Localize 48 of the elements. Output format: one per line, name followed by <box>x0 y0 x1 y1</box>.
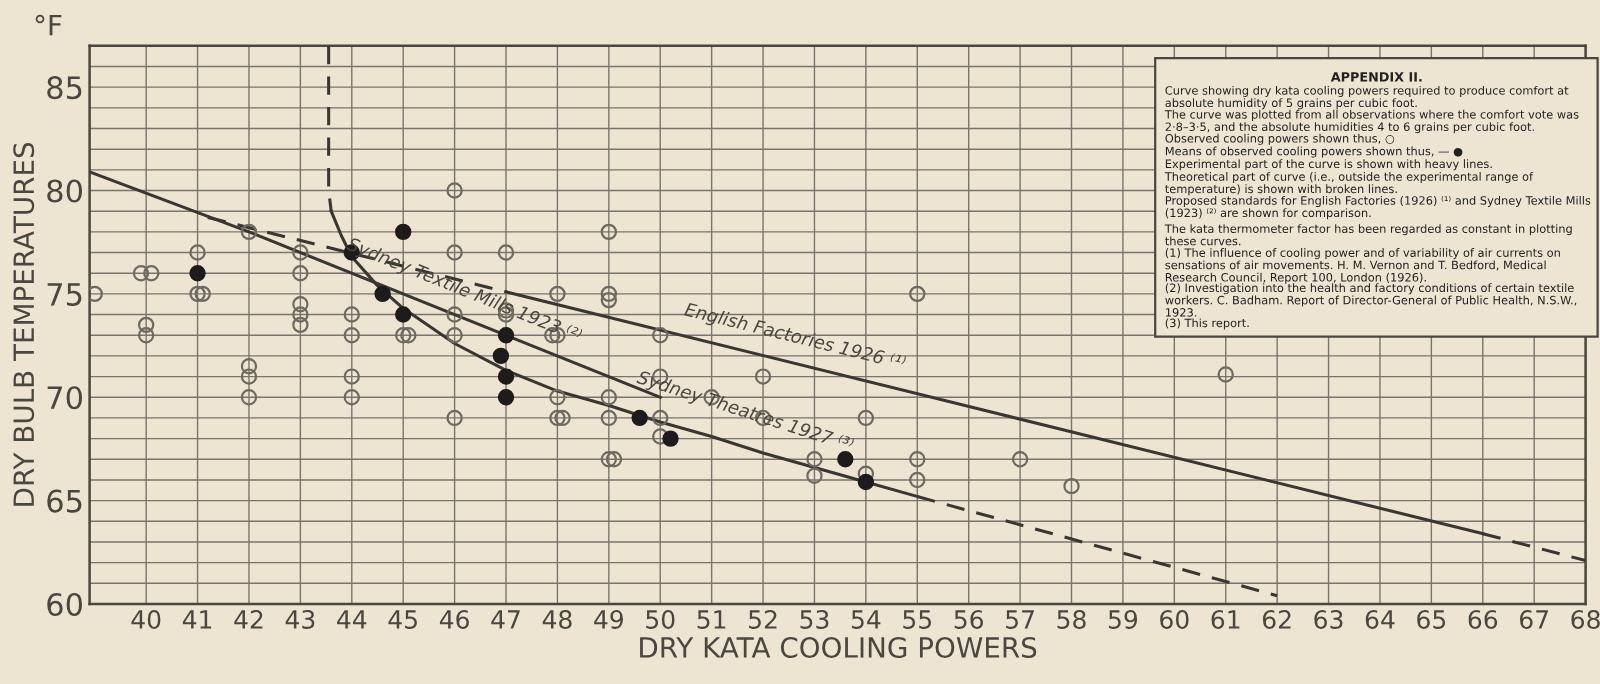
x-tick-label: 49 <box>594 609 623 629</box>
point <box>857 473 875 491</box>
x-tick-label: 61 <box>1211 609 1240 629</box>
x-tick-label: 68 <box>1571 609 1600 629</box>
x-tick-label: 66 <box>1468 609 1498 629</box>
x-tick-label: 48 <box>542 609 572 629</box>
x-tick-label: 57 <box>1006 610 1034 629</box>
x-tick-label: 42 <box>234 609 263 629</box>
point <box>631 409 648 427</box>
x-tick-label: 56 <box>954 609 984 629</box>
x-tick-label: 46 <box>439 609 469 629</box>
x-tick-label: 63 <box>1314 609 1343 629</box>
x-tick-label: 51 <box>697 610 726 629</box>
y-tick-label: 75 <box>47 283 82 306</box>
x-tick-label: 41 <box>182 610 212 629</box>
x-tick-label: 55 <box>903 610 932 629</box>
x-tick-label: 59 <box>1108 609 1138 629</box>
x-axis-title: DRY KATA COOLING POWERS <box>640 636 1037 658</box>
point <box>395 306 412 323</box>
x-tick-label: 62 <box>1262 609 1291 629</box>
point <box>497 389 515 406</box>
x-tick-label: 47 <box>491 610 520 629</box>
y-tick-label: 65 <box>47 489 82 513</box>
x-tick-label: 64 <box>1365 609 1395 629</box>
point <box>497 327 515 344</box>
point <box>497 368 515 385</box>
x-tick-label: 60 <box>1160 609 1189 629</box>
x-tick-label: 53 <box>800 609 829 629</box>
x-tick-label: 67 <box>1520 609 1548 629</box>
x-tick-label: 45 <box>388 610 417 629</box>
point <box>189 265 206 282</box>
text: °F <box>35 14 62 36</box>
point <box>492 347 510 365</box>
y-tick-label: 80 <box>47 179 83 203</box>
point <box>374 285 391 303</box>
x-tick-label: 54 <box>851 610 881 629</box>
point <box>837 451 854 468</box>
x-tick-label: 65 <box>1417 609 1446 629</box>
point <box>662 430 679 447</box>
y-axis-title: DRY BULB TEMPERATURES <box>13 142 35 506</box>
x-tick-label: 52 <box>749 609 777 629</box>
x-tick-label: 40 <box>131 609 161 629</box>
x-tick-label: 43 <box>285 609 315 629</box>
x-tick-label: 50 <box>646 609 675 629</box>
y-tick-label: 70 <box>47 386 83 410</box>
y-tick-label: 85 <box>47 76 82 100</box>
x-tick-label: 44 <box>337 610 367 629</box>
x-tick-label: 58 <box>1057 609 1086 629</box>
